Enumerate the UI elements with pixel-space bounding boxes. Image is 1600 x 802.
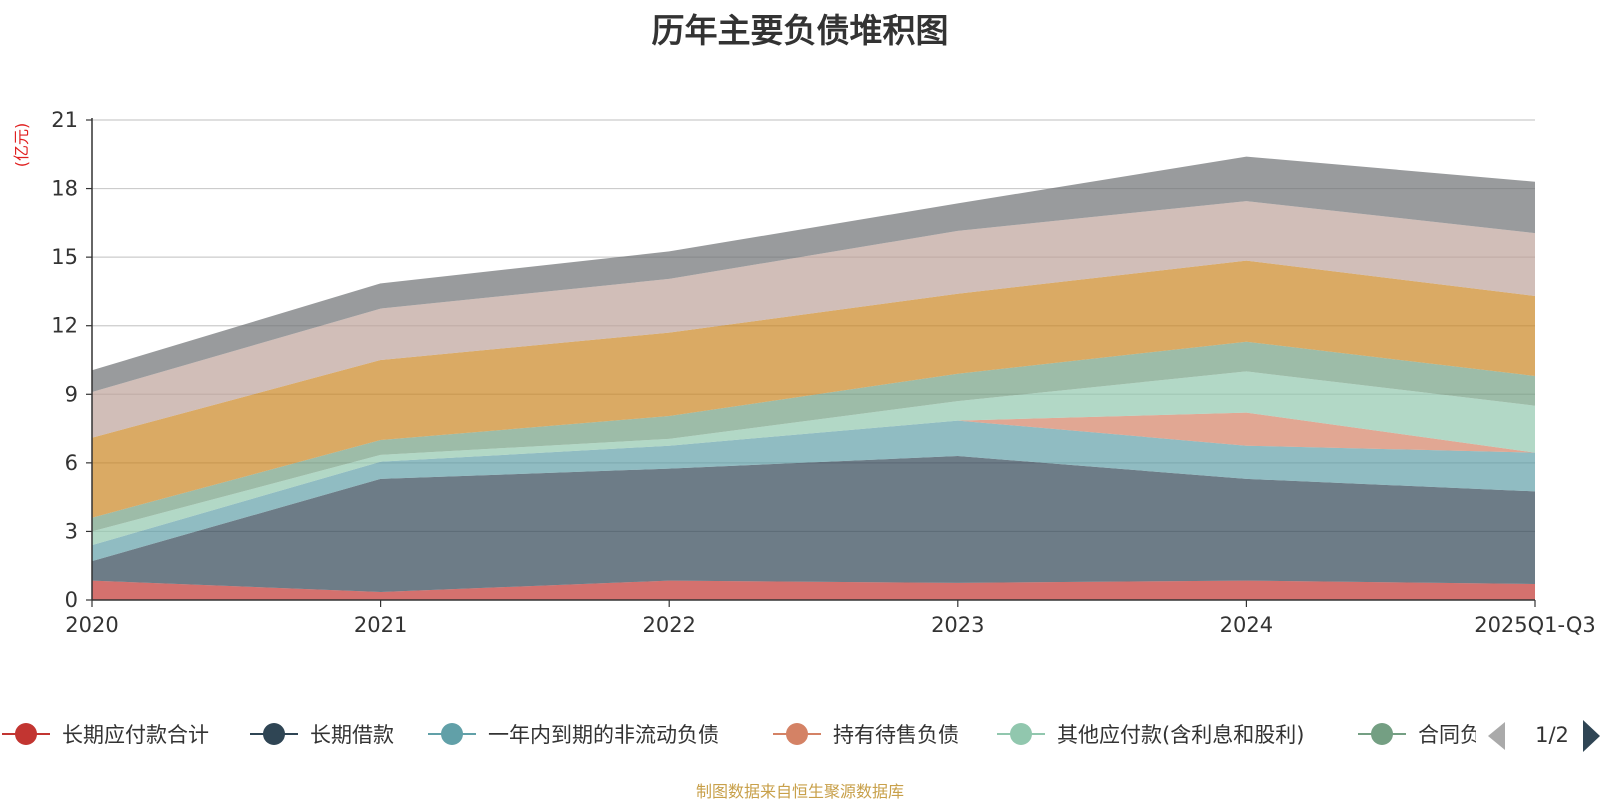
legend-item[interactable]: 其他应付款(含利息和股利) [997,723,1304,747]
legend-next-icon[interactable] [1583,720,1600,752]
area-应付票据 [92,156,1535,392]
y-tick-label: 15 [51,245,78,269]
legend-item[interactable]: 长期应付款合计 [2,723,209,747]
y-tick-label: 0 [65,588,78,612]
legend-marker-icon [1371,723,1393,745]
legend-marker-icon [786,723,808,745]
area-短期借款 [92,201,1535,438]
legend-item[interactable]: 长期借款 [250,723,394,747]
legend-label: 一年内到期的非流动负债 [488,723,719,747]
legend-marker-icon [263,723,285,745]
x-tick-label: 2020 [65,613,118,637]
area-series [92,156,1535,600]
legend-marker-icon [441,723,463,745]
legend-label: 其他应付款(含利息和股利) [1057,723,1304,747]
legend-label: 长期应付款合计 [62,723,209,747]
legend-item[interactable]: 合同负 [1358,723,1481,747]
legend-item[interactable]: 一年内到期的非流动负债 [428,723,719,747]
y-tick-label: 21 [51,108,78,132]
x-tick-label: 2023 [931,613,984,637]
legend-prev-icon[interactable] [1488,722,1505,750]
area-应付账款 [92,260,1535,518]
legend: 长期应付款合计 长期借款 一年内到期的非流动负债 持有待售负债 其他应付款(含利息和股利… [2,712,1600,756]
x-tick-label: 2024 [1220,613,1273,637]
legend-page-indicator: 1/2 [1535,723,1569,747]
area-一年内到期的非流动负债 [92,420,1535,562]
y-tick-label: 12 [51,314,78,338]
y-axis-unit-label: (亿元) [12,123,31,168]
chart-title: 历年主要负债堆积图 [651,11,949,50]
legend-item[interactable]: 持有待售负债 [773,723,959,747]
x-tick-label: 2022 [642,613,695,637]
y-tick-label: 6 [65,451,78,475]
axes: 0 3 6 9 12 15 18 21 2020 2021 2022 2023 2024 2025Q1-Q… [12,108,1596,637]
legend-label: 持有待售负债 [833,723,959,747]
source-note: 制图数据来自恒生聚源数据库 [695,782,904,801]
legend-marker-icon [15,723,37,745]
area-合同负债 [92,341,1535,532]
x-tick-label: 2025Q1-Q3 [1474,613,1596,637]
y-tick-label: 18 [51,177,78,201]
x-tick-label: 2021 [354,613,407,637]
area-其他应付款(含利息和股利) [92,371,1535,546]
area-长期应付款合计 [92,580,1535,600]
y-tick-label: 9 [65,382,78,406]
legend-label: 长期借款 [310,723,394,747]
area-长期借款 [92,456,1535,592]
legend-label: 合同负 [1418,723,1481,747]
y-tick-label: 3 [65,519,78,543]
legend-marker-icon [1010,723,1032,745]
